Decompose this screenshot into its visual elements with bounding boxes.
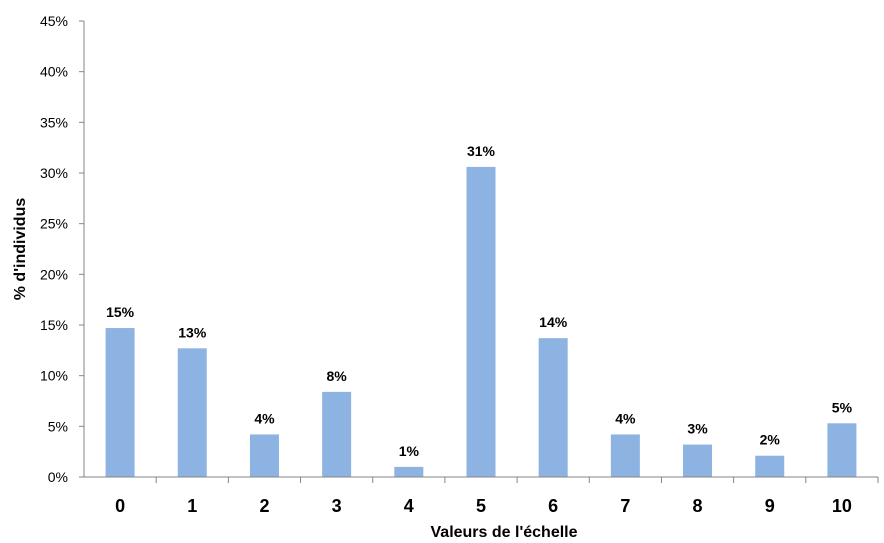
x-tick-label: 3 <box>332 496 342 516</box>
y-tick-label: 10% <box>40 368 68 384</box>
x-tick-label: 6 <box>548 496 558 516</box>
bar <box>610 434 640 477</box>
y-tick-label: 45% <box>40 13 68 29</box>
y-axis-ticks: 0% 5% 10% 15% 20% 25% 30% 35% 40% 45% <box>40 13 84 485</box>
data-label: 1% <box>399 443 420 459</box>
x-tick-label: 2 <box>259 496 269 516</box>
x-tick-label: 10 <box>832 496 852 516</box>
x-tick-label: 5 <box>476 496 486 516</box>
data-label: 4% <box>615 410 636 426</box>
x-tick-label: 0 <box>115 496 125 516</box>
y-tick-label: 15% <box>40 317 68 333</box>
bar <box>755 455 785 477</box>
x-tick-label: 9 <box>765 496 775 516</box>
bar <box>466 166 496 478</box>
x-tick-label: 4 <box>404 496 414 516</box>
bar <box>105 328 135 477</box>
bars <box>105 166 857 478</box>
data-labels: 15% 13% 4% 8% 1% 31% 14% 4% 3% 2% 5% <box>106 143 853 459</box>
bar <box>683 444 713 477</box>
x-tick-label: 7 <box>620 496 630 516</box>
y-tick-label: 20% <box>40 266 68 282</box>
data-label: 8% <box>327 368 348 384</box>
data-label: 14% <box>539 314 568 330</box>
x-tick-label: 1 <box>187 496 197 516</box>
bar <box>177 348 207 477</box>
x-tick-label: 8 <box>693 496 703 516</box>
data-label: 5% <box>832 399 853 415</box>
bar <box>322 391 352 477</box>
y-tick-label: 0% <box>48 469 68 485</box>
bar <box>538 338 568 477</box>
y-tick-label: 25% <box>40 216 68 232</box>
data-label: 15% <box>106 304 135 320</box>
bar <box>394 466 424 477</box>
x-axis-ticks: 0 1 2 3 4 5 6 7 8 9 10 <box>115 477 879 516</box>
y-tick-label: 5% <box>48 418 68 434</box>
x-axis-title: Valeurs de l'échelle <box>431 524 578 541</box>
data-label: 4% <box>254 410 275 426</box>
data-label: 31% <box>467 143 496 159</box>
y-axis-title: % d'individus <box>12 198 29 301</box>
bar <box>249 434 279 477</box>
data-label: 3% <box>687 421 708 437</box>
bar <box>827 423 857 477</box>
y-tick-label: 40% <box>40 64 68 80</box>
y-tick-label: 30% <box>40 165 68 181</box>
data-label: 2% <box>760 432 781 448</box>
data-label: 13% <box>178 324 207 340</box>
y-tick-label: 35% <box>40 114 68 130</box>
